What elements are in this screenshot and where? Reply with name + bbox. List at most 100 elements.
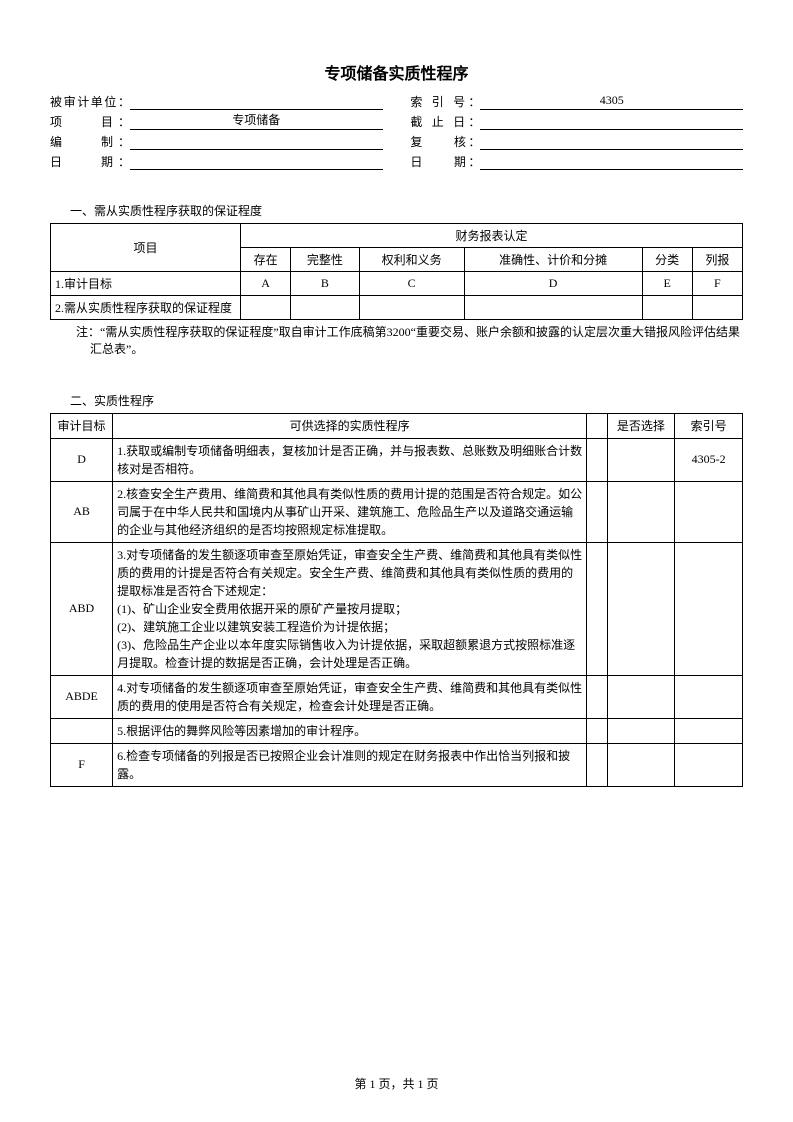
header-label: 被审计单位： [50,93,130,110]
table-cell: E [642,272,692,296]
group-header: 财务报表认定 [241,224,743,248]
header-row: 索 引 号： 4305 [410,92,743,110]
selected-cell [607,743,675,786]
index-cell: 4305-2 [675,438,743,481]
header-row: 被审计单位： [50,92,383,110]
index-cell [675,675,743,718]
table-cell [692,296,742,320]
header-label: 索 引 号： [410,93,480,110]
header-value [480,114,743,130]
audit-target: ABDE [51,675,113,718]
col-header: 可供选择的实质性程序 [113,413,587,438]
table-cell [241,296,291,320]
table-cell: B [291,272,359,296]
header-right-col: 索 引 号： 4305 截 止 日： 复 核： 日 期： [410,92,743,172]
col-header: 准确性、计价和分摊 [464,248,642,272]
selected-cell [607,718,675,743]
audit-target: AB [51,481,113,542]
col-header: 索引号 [675,413,743,438]
col-header: 分类 [642,248,692,272]
header-label: 日 期： [410,153,480,170]
table-row: 审计目标 可供选择的实质性程序 是否选择 索引号 [51,413,743,438]
header-value [480,154,743,170]
table-cell [359,296,464,320]
section1-heading: 一、需从实质性程序获取的保证程度 [70,202,743,219]
header-row: 编 制： [50,132,383,150]
table-cell [291,296,359,320]
header-value [130,154,383,170]
index-cell [675,481,743,542]
header-left-col: 被审计单位： 项 目： 专项储备 编 制： 日 期： [50,92,383,172]
col-header: 审计目标 [51,413,113,438]
blank-cell [587,743,607,786]
procedure-text: 1.获取或编制专项储备明细表，复核加计是否正确，并与报表数、总账数及明细账合计数… [113,438,587,481]
procedure-text: 6.检查专项储备的列报是否已按照企业会计准则的规定在财务报表中作出恰当列报和披露… [113,743,587,786]
table-row: 1.审计目标 A B C D E F [51,272,743,296]
procedures-table: 审计目标 可供选择的实质性程序 是否选择 索引号 D 1.获取或编制专项储备明细… [50,413,743,787]
assurance-table: 项目 财务报表认定 存在 完整性 权利和义务 准确性、计价和分摊 分类 列报 1… [50,223,743,320]
header-row: 截 止 日： [410,112,743,130]
blank-cell [587,542,607,675]
header-label: 编 制： [50,133,130,150]
spacer [50,358,743,386]
col-header: 项目 [51,224,241,272]
header-row: 复 核： [410,132,743,150]
col-header: 是否选择 [607,413,675,438]
blank-cell [587,675,607,718]
selected-cell [607,675,675,718]
header-value: 专项储备 [130,111,383,130]
col-header [587,413,607,438]
selected-cell [607,438,675,481]
selected-cell [607,542,675,675]
index-cell [675,718,743,743]
audit-target: ABD [51,542,113,675]
table-row: 项目 财务报表认定 [51,224,743,248]
audit-target: F [51,743,113,786]
procedure-text: 4.对专项储备的发生额逐项审查至原始凭证，审查安全生产费、维简费和其他具有类似性… [113,675,587,718]
table-cell: F [692,272,742,296]
procedure-text: 5.根据评估的舞弊风险等因素增加的审计程序。 [113,718,587,743]
row-label: 2.需从实质性程序获取的保证程度 [51,296,241,320]
header-label: 项 目： [50,113,130,130]
header-row: 项 目： 专项储备 [50,112,383,130]
col-header: 存在 [241,248,291,272]
table-row: F 6.检查专项储备的列报是否已按照企业会计准则的规定在财务报表中作出恰当列报和… [51,743,743,786]
selected-cell [607,481,675,542]
index-cell [675,743,743,786]
page-title: 专项储备实质性程序 [50,60,743,84]
row-label: 1.审计目标 [51,272,241,296]
col-header: 完整性 [291,248,359,272]
table-row: 5.根据评估的舞弊风险等因素增加的审计程序。 [51,718,743,743]
table-row: D 1.获取或编制专项储备明细表，复核加计是否正确，并与报表数、总账数及明细账合… [51,438,743,481]
header-value [480,134,743,150]
table-cell: A [241,272,291,296]
header-value [130,134,383,150]
blank-cell [587,481,607,542]
header-row: 日 期： [50,152,383,170]
section2-heading: 二、实质性程序 [70,392,743,409]
table-row: ABD 3.对专项储备的发生额逐项审查至原始凭证，审查安全生产费、维简费和其他具… [51,542,743,675]
table-cell [464,296,642,320]
procedure-text: 3.对专项储备的发生额逐项审查至原始凭证，审查安全生产费、维简费和其他具有类似性… [113,542,587,675]
table-cell: C [359,272,464,296]
table-row: ABDE 4.对专项储备的发生额逐项审查至原始凭证，审查安全生产费、维简费和其他… [51,675,743,718]
blank-cell [587,718,607,743]
table-cell [642,296,692,320]
blank-cell [587,438,607,481]
col-header: 权利和义务 [359,248,464,272]
header-label: 复 核： [410,133,480,150]
header-row: 日 期： [410,152,743,170]
header-grid: 被审计单位： 项 目： 专项储备 编 制： 日 期： 索 引 号： 4305 截… [50,92,743,172]
header-value [130,94,383,110]
procedure-text: 2.核查安全生产费用、维简费和其他具有类似性质的费用计提的范围是否符合规定。如公… [113,481,587,542]
table-cell: D [464,272,642,296]
table-row: 2.需从实质性程序获取的保证程度 [51,296,743,320]
header-value: 4305 [480,93,743,110]
audit-target [51,718,113,743]
header-label: 截 止 日： [410,113,480,130]
index-cell [675,542,743,675]
col-header: 列报 [692,248,742,272]
section1-note: 注：“需从实质性程序获取的保证程度”取自审计工作底稿第3200“重要交易、账户余… [50,324,743,358]
audit-target: D [51,438,113,481]
table-row: AB 2.核查安全生产费用、维简费和其他具有类似性质的费用计提的范围是否符合规定… [51,481,743,542]
